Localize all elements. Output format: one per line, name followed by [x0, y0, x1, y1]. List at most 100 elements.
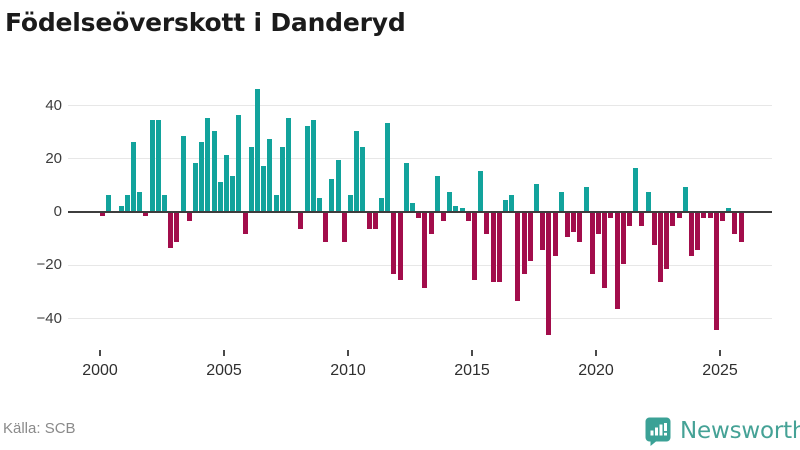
- source-attribution: Källa: SCB: [3, 420, 76, 437]
- bar-2021-q3: [633, 168, 639, 211]
- bar-2010-q2: [354, 131, 360, 211]
- bar-2009-q4: [341, 213, 347, 243]
- bar-2011-q4: [391, 213, 397, 275]
- bar-2024-q2: [701, 213, 707, 219]
- bar-2014-q3: [459, 208, 465, 211]
- bar-2010-q4: [366, 213, 372, 229]
- bar-2008-q1: [298, 213, 304, 229]
- bar-2018-q1: [546, 213, 552, 336]
- bar-2015-q2: [478, 171, 484, 211]
- chart-title: Födelseöverskott i Danderyd: [5, 8, 406, 37]
- bar-2008-q4: [317, 197, 322, 211]
- bar-2004-q2: [205, 117, 211, 211]
- bar-2004-q3: [211, 131, 217, 211]
- bar-2009-q3: [335, 160, 341, 211]
- newsworthy-logo-text: Newsworthy: [680, 418, 800, 444]
- x-axis-label-2005: 2005: [206, 362, 242, 379]
- x-axis-tick-2025: [719, 350, 721, 356]
- newsworthy-logo-icon: [645, 417, 671, 446]
- bar-2021-q2: [627, 213, 632, 227]
- bar-2023-q1: [670, 213, 676, 227]
- zero-axis-line: [68, 211, 772, 213]
- gridline-20: [68, 158, 772, 160]
- bar-2013-q3: [434, 176, 440, 211]
- bar-2018-q4: [565, 213, 570, 237]
- bar-2010-q1: [348, 195, 353, 211]
- bar-2006-q2: [255, 88, 260, 211]
- bar-2025-q1: [720, 213, 725, 221]
- newsworthy-logo: Newsworthy: [645, 415, 800, 447]
- bar-2012-q3: [410, 203, 415, 211]
- gridline--20: [68, 264, 772, 266]
- gridline-40: [68, 105, 772, 106]
- bar-2002-q4: [168, 213, 174, 248]
- bar-2009-q2: [329, 179, 335, 211]
- bar-2025-q2: [726, 208, 732, 211]
- bar-2016-q1: [496, 213, 502, 283]
- bar-2016-q2: [503, 200, 508, 211]
- bar-2014-q1: [447, 192, 453, 211]
- bar-2024-q4: [713, 213, 719, 331]
- bar-2013-q1: [422, 213, 428, 288]
- y-axis-label: −20: [36, 256, 62, 274]
- bar-2011-q1: [372, 213, 378, 229]
- bar-2004-q1: [199, 141, 205, 211]
- bar-2020-q1: [596, 213, 601, 235]
- bar-2005-q2: [230, 176, 236, 211]
- bar-2015-q4: [490, 213, 496, 283]
- x-axis-tick-2010: [347, 350, 349, 356]
- bar-2017-q1: [521, 213, 527, 275]
- bar-2006-q3: [261, 165, 267, 211]
- bar-2024-q3: [707, 213, 713, 219]
- x-axis-tick-2000: [99, 350, 101, 356]
- bar-2001-q3: [137, 192, 143, 211]
- bar-2016-q4: [515, 213, 521, 301]
- bar-2007-q3: [286, 117, 291, 211]
- bar-2017-q2: [527, 213, 533, 261]
- bar-2001-q4: [143, 213, 149, 216]
- bar-2000-q4: [118, 205, 124, 211]
- y-axis-label: 40: [45, 96, 62, 114]
- bar-2002-q1: [149, 120, 155, 211]
- bar-2018-q3: [558, 192, 564, 211]
- bar-2017-q3: [534, 184, 539, 211]
- x-axis-label-2015: 2015: [454, 362, 490, 379]
- x-axis-tick-2015: [471, 350, 473, 356]
- bar-2015-q3: [484, 213, 490, 235]
- bar-2003-q4: [193, 163, 198, 211]
- bar-2008-q2: [304, 125, 310, 211]
- y-axis-label: 0: [53, 203, 62, 220]
- x-axis-tick-2020: [595, 350, 597, 356]
- bar-2017-q4: [540, 213, 546, 251]
- bar-2024-q1: [695, 213, 701, 251]
- x-axis-label-2020: 2020: [578, 362, 614, 379]
- x-axis-tick-2005: [223, 350, 225, 356]
- bar-2008-q3: [310, 120, 316, 211]
- x-axis-label-2010: 2010: [330, 362, 366, 379]
- bar-2025-q4: [738, 213, 744, 243]
- bar-2012-q2: [403, 163, 409, 211]
- bar-2001-q2: [131, 141, 136, 211]
- bar-2010-q3: [360, 147, 366, 211]
- x-axis-label-2000: 2000: [82, 362, 118, 379]
- gridline--40: [68, 318, 772, 319]
- bar-2005-q3: [236, 115, 242, 211]
- y-axis-label: −40: [36, 309, 62, 327]
- bar-2007-q2: [279, 147, 285, 211]
- bar-2020-q4: [614, 213, 620, 309]
- bar-2020-q3: [608, 213, 614, 219]
- bar-2012-q1: [397, 213, 403, 280]
- bar-2013-q4: [441, 213, 446, 221]
- bar-2019-q1: [571, 213, 577, 232]
- bar-2013-q2: [428, 213, 434, 235]
- bar-2003-q2: [180, 136, 186, 211]
- bar-2004-q4: [217, 181, 223, 211]
- y-axis-label: 20: [45, 149, 62, 167]
- bar-2019-q4: [589, 213, 595, 275]
- bar-2003-q3: [186, 213, 192, 221]
- bar-2000-q2: [106, 195, 112, 211]
- bar-2011-q3: [385, 123, 391, 211]
- bar-2022-q1: [645, 192, 651, 211]
- plot-area: 40 20 0 −20 −40 2000 2005 2010 2015 2020 2025: [36, 88, 772, 379]
